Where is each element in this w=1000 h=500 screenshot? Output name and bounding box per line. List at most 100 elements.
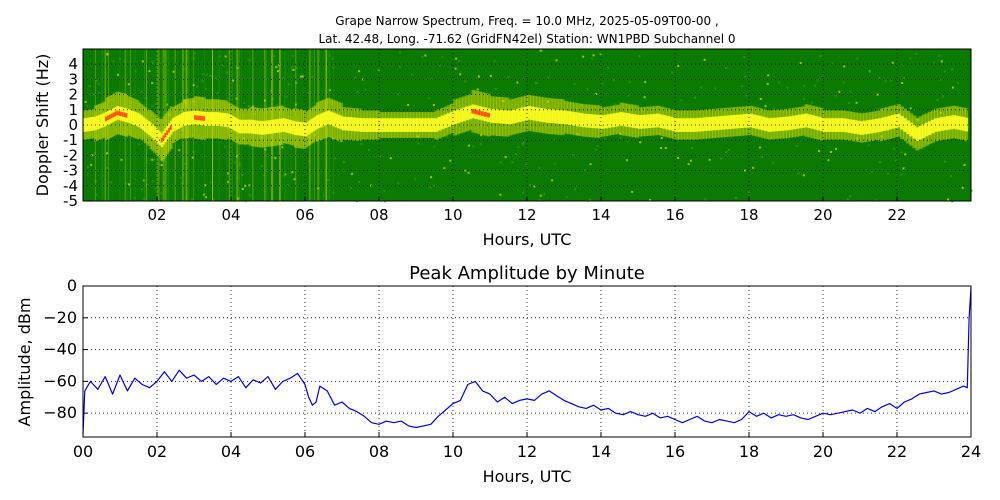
noise-speck (278, 64, 281, 66)
ridge-core (678, 118, 682, 132)
noise-speck (596, 144, 599, 147)
ridge-core (240, 119, 243, 134)
noise-speck (210, 181, 213, 184)
noise-speck (820, 54, 822, 57)
noise-speck (884, 80, 887, 83)
noise-speck (803, 84, 806, 87)
ridge-core (306, 121, 310, 136)
ridge-core (147, 121, 151, 135)
ridge-core (554, 109, 559, 124)
ridge-core (277, 118, 280, 133)
noise-speck (201, 80, 204, 83)
ridge-core (103, 112, 106, 127)
noise-speck (295, 81, 298, 84)
ridge-core (188, 111, 191, 125)
ridge-core (779, 117, 784, 131)
ridge-core (638, 115, 642, 129)
noise-speck (464, 169, 467, 172)
noise-speck (727, 148, 730, 151)
ridge-core (391, 118, 396, 132)
ridge-core (316, 115, 319, 129)
ridge-core (253, 120, 256, 134)
noise-speck (216, 91, 219, 94)
noise-speck (192, 150, 195, 153)
noise-speck (90, 163, 93, 166)
ridge-core (943, 116, 948, 131)
amplitude-y-tick-label: −60 (43, 371, 77, 390)
noise-speck (214, 77, 217, 80)
ridge-core (177, 115, 180, 129)
noise-speck (263, 174, 266, 177)
ridge-peak (105, 116, 108, 122)
spectrogram-y-tick-label: -5 (63, 192, 78, 210)
ridge-core (273, 119, 277, 134)
noise-speck (855, 101, 858, 104)
ridge-core (884, 116, 889, 131)
noise-speck (868, 144, 871, 147)
ridge-core (218, 112, 221, 126)
ridge-core (653, 113, 658, 128)
ridge-peak (203, 116, 206, 121)
noise-speck (638, 54, 641, 57)
noise-speck (106, 167, 108, 169)
ridge-core (887, 115, 892, 130)
noise-speck (331, 57, 334, 60)
noise-speck (480, 134, 483, 137)
noise-speck (846, 198, 849, 201)
ridge-core (212, 112, 216, 126)
spectrogram-x-tick-label: 10 (443, 206, 462, 224)
ridge-core (576, 112, 581, 127)
ridge-core (801, 114, 806, 128)
amplitude-y-tick-label: −80 (43, 403, 77, 422)
noise-speck (849, 90, 852, 93)
noise-speck (332, 66, 335, 69)
noise-speck (205, 196, 207, 199)
ridge-core (332, 112, 336, 127)
noise-speck (869, 70, 871, 73)
noise-speck (811, 101, 814, 104)
ridge-core (221, 112, 225, 127)
noise-speck (328, 54, 331, 57)
noise-speck (677, 64, 680, 67)
ridge-core (946, 116, 951, 130)
ridge-core (310, 118, 314, 133)
ridge-core (416, 118, 420, 132)
noise-speck (818, 150, 821, 153)
ridge-core (325, 111, 328, 125)
spectrogram-y-tick-label: -4 (63, 177, 78, 195)
noise-speck (148, 70, 151, 73)
ridge-core (773, 117, 778, 132)
noise-speck (233, 161, 236, 164)
noise-speck (179, 176, 182, 179)
noise-speck (565, 195, 568, 198)
noise-speck (228, 51, 231, 54)
ridge-core (536, 107, 541, 122)
spectrogram-x-tick-label: 22 (887, 206, 906, 224)
noise-speck (586, 88, 589, 91)
noise-speck (260, 165, 263, 168)
noise-speck (522, 141, 525, 144)
noise-speck (464, 80, 467, 83)
noise-speck (414, 178, 417, 181)
noise-speck (287, 184, 290, 186)
noise-speck (538, 198, 541, 201)
ridge-core (210, 112, 214, 126)
ridge-core (468, 105, 473, 120)
ridge-core (869, 119, 874, 134)
ridge-core (570, 111, 575, 126)
ridge-core (286, 119, 290, 133)
noise-speck (843, 65, 846, 68)
noise-speck (504, 156, 507, 159)
ridge-core (579, 113, 584, 127)
ridge-core (767, 118, 772, 132)
ridge-core (959, 116, 964, 131)
ridge-core (906, 120, 911, 135)
noise-speck (539, 194, 542, 197)
noise-speck (125, 182, 128, 185)
ridge-core (542, 108, 547, 123)
ridge-core (242, 119, 245, 134)
noise-speck (472, 145, 475, 148)
noise-speck (183, 68, 186, 71)
noise-speck (151, 62, 154, 65)
